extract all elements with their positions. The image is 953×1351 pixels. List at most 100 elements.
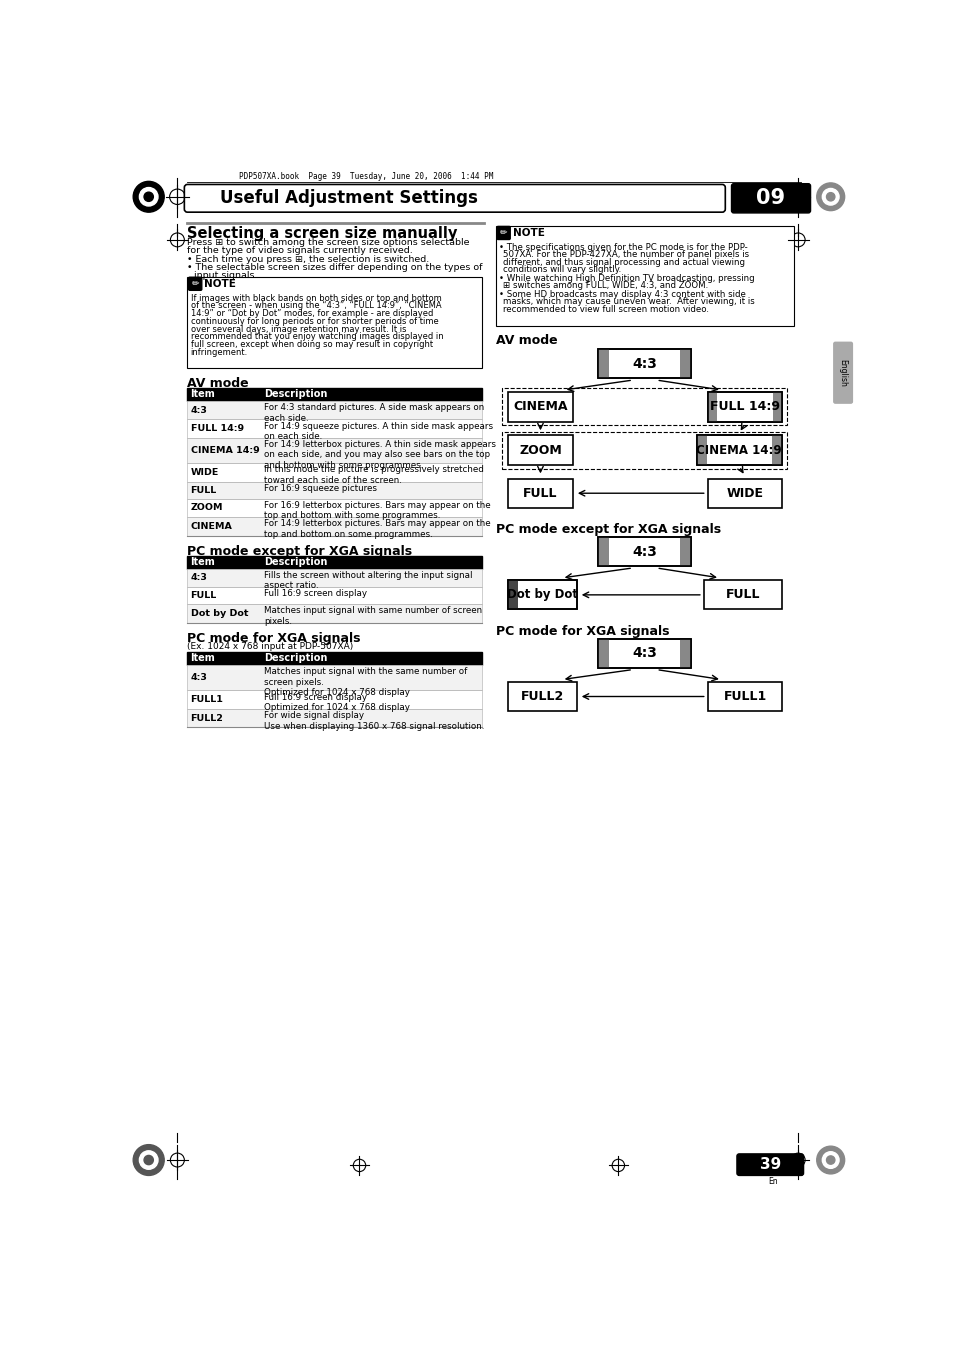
Text: For 14:9 squeeze pictures. A thin side mask appears
on each side.: For 14:9 squeeze pictures. A thin side m… bbox=[264, 422, 493, 440]
Text: input signals.: input signals. bbox=[193, 270, 257, 280]
Text: For 14:9 letterbox pictures. A thin side mask appears
on each side, and you may : For 14:9 letterbox pictures. A thin side… bbox=[264, 440, 496, 470]
Bar bbox=[187, 604, 481, 623]
Text: recommended that you enjoy watching images displayed in: recommended that you enjoy watching imag… bbox=[191, 332, 443, 342]
Text: • Each time you press ⊞, the selection is switched.: • Each time you press ⊞, the selection i… bbox=[187, 255, 429, 265]
Text: English: English bbox=[838, 359, 846, 386]
Text: NOTE: NOTE bbox=[513, 228, 544, 238]
Circle shape bbox=[816, 1146, 843, 1174]
Text: FULL2: FULL2 bbox=[191, 713, 223, 723]
Bar bbox=[187, 709, 481, 727]
Bar bbox=[187, 419, 481, 438]
Circle shape bbox=[133, 1144, 164, 1175]
Circle shape bbox=[816, 182, 843, 211]
Text: FULL: FULL bbox=[191, 592, 216, 600]
FancyBboxPatch shape bbox=[736, 1154, 802, 1175]
Bar bbox=[187, 463, 481, 482]
Text: 4:3: 4:3 bbox=[632, 646, 657, 661]
Text: For 16:9 squeeze pictures: For 16:9 squeeze pictures bbox=[264, 484, 376, 493]
Text: ✏: ✏ bbox=[192, 280, 199, 288]
Text: infringement.: infringement. bbox=[191, 347, 248, 357]
Bar bbox=[679, 349, 691, 378]
Text: FULL: FULL bbox=[191, 485, 216, 494]
Bar bbox=[598, 349, 691, 378]
Circle shape bbox=[144, 1155, 153, 1165]
Bar bbox=[187, 482, 481, 499]
Text: 14:9” or “Dot by Dot” modes, for example - are displayed: 14:9” or “Dot by Dot” modes, for example… bbox=[191, 309, 433, 319]
Text: 4:3: 4:3 bbox=[191, 405, 207, 415]
Bar bbox=[507, 392, 573, 422]
Bar bbox=[707, 392, 717, 422]
Text: CINEMA: CINEMA bbox=[513, 400, 567, 413]
FancyBboxPatch shape bbox=[497, 227, 510, 239]
Text: Description: Description bbox=[264, 654, 327, 663]
Text: 4:3: 4:3 bbox=[191, 573, 207, 582]
Text: FULL1: FULL1 bbox=[722, 690, 766, 703]
Text: 4:3: 4:3 bbox=[632, 544, 657, 559]
Text: PC mode except for XGA signals: PC mode except for XGA signals bbox=[187, 544, 412, 558]
Bar bbox=[598, 639, 691, 667]
Text: 09: 09 bbox=[756, 188, 784, 208]
Text: 39: 39 bbox=[759, 1158, 781, 1173]
Bar bbox=[696, 435, 781, 465]
Text: • The selectable screen sizes differ depending on the types of: • The selectable screen sizes differ dep… bbox=[187, 263, 482, 272]
Text: 507XA. For the PDP-427XA, the number of panel pixels is: 507XA. For the PDP-427XA, the number of … bbox=[502, 250, 748, 259]
Text: Description: Description bbox=[264, 557, 327, 567]
Text: For 14:9 letterbox pictures. Bars may appear on the
top and bottom on some progr: For 14:9 letterbox pictures. Bars may ap… bbox=[264, 519, 490, 539]
FancyBboxPatch shape bbox=[189, 277, 202, 290]
Text: FULL1: FULL1 bbox=[191, 694, 223, 704]
Bar bbox=[598, 639, 609, 667]
Text: If images with black bands on both sides or top and bottom: If images with black bands on both sides… bbox=[191, 293, 441, 303]
Bar bbox=[507, 580, 577, 609]
Text: Item: Item bbox=[191, 654, 215, 663]
Bar bbox=[679, 639, 691, 667]
Text: For 16:9 letterbox pictures. Bars may appear on the
top and bottom with some pro: For 16:9 letterbox pictures. Bars may ap… bbox=[264, 501, 490, 520]
Text: FULL 14:9: FULL 14:9 bbox=[709, 400, 780, 413]
Bar bbox=[187, 438, 481, 463]
Text: for the type of video signals currently received.: for the type of video signals currently … bbox=[187, 246, 413, 255]
Bar bbox=[496, 226, 793, 326]
Bar bbox=[598, 538, 691, 566]
Bar bbox=[187, 569, 481, 588]
Circle shape bbox=[144, 192, 153, 201]
Text: conditions will vary slightly.: conditions will vary slightly. bbox=[502, 265, 620, 274]
Bar bbox=[707, 392, 781, 422]
Bar bbox=[501, 389, 786, 426]
Text: CINEMA 14:9: CINEMA 14:9 bbox=[696, 443, 781, 457]
Bar bbox=[501, 431, 786, 469]
Text: Item: Item bbox=[191, 557, 215, 567]
Bar bbox=[696, 435, 781, 465]
Text: over several days, image retention may result. It is: over several days, image retention may r… bbox=[191, 324, 406, 334]
Text: different, and thus signal processing and actual viewing: different, and thus signal processing an… bbox=[502, 258, 744, 266]
Text: FULL: FULL bbox=[725, 588, 760, 601]
Text: For 4:3 standard pictures. A side mask appears on
each side.: For 4:3 standard pictures. A side mask a… bbox=[264, 403, 484, 423]
Text: ⊞ switches among FULL, WIDE, 4:3, and ZOOM.: ⊞ switches among FULL, WIDE, 4:3, and ZO… bbox=[502, 281, 707, 290]
Circle shape bbox=[825, 193, 834, 201]
Text: WIDE: WIDE bbox=[191, 467, 218, 477]
Bar bbox=[679, 538, 691, 566]
Text: PDP507XA.book  Page 39  Tuesday, June 20, 2006  1:44 PM: PDP507XA.book Page 39 Tuesday, June 20, … bbox=[239, 172, 494, 181]
Text: CINEMA 14:9: CINEMA 14:9 bbox=[191, 446, 259, 455]
Bar bbox=[598, 349, 691, 378]
Text: Item: Item bbox=[191, 389, 215, 400]
Text: CINEMA: CINEMA bbox=[191, 521, 233, 531]
Text: ✏: ✏ bbox=[499, 228, 507, 238]
Text: Selecting a screen size manually: Selecting a screen size manually bbox=[187, 226, 457, 240]
FancyBboxPatch shape bbox=[833, 342, 852, 403]
Text: Full 16:9 screen display: Full 16:9 screen display bbox=[264, 589, 367, 598]
Bar bbox=[187, 401, 481, 419]
Bar bbox=[187, 588, 481, 604]
Bar bbox=[707, 478, 781, 508]
Text: Matches input signal with same number of screen
pixels.: Matches input signal with same number of… bbox=[264, 607, 482, 626]
Bar bbox=[703, 580, 781, 609]
Text: In this mode the picture is progressively stretched
toward each side of the scre: In this mode the picture is progressivel… bbox=[264, 466, 483, 485]
Bar bbox=[598, 639, 691, 667]
Bar bbox=[187, 517, 481, 535]
Bar bbox=[507, 580, 577, 609]
Text: continuously for long periods or for shorter periods of time: continuously for long periods or for sho… bbox=[191, 317, 437, 326]
Bar bbox=[187, 665, 481, 690]
Circle shape bbox=[821, 1151, 839, 1169]
Text: AV mode: AV mode bbox=[496, 334, 557, 347]
Bar bbox=[771, 435, 781, 465]
Text: FULL2: FULL2 bbox=[520, 690, 563, 703]
Bar bbox=[507, 478, 573, 508]
